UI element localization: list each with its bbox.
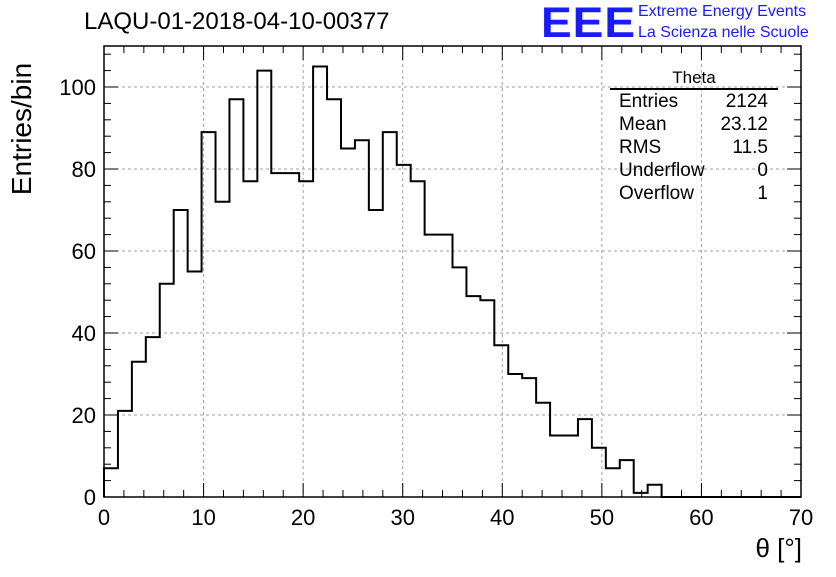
- histogram-bin: [243, 181, 257, 497]
- y-tick-label: 60: [72, 239, 96, 264]
- histogram-bin: [327, 99, 341, 497]
- logo-line-1: Extreme Energy Events: [638, 3, 807, 20]
- histogram-bin: [216, 202, 230, 497]
- x-tick-label: 10: [191, 505, 215, 530]
- x-tick-label: 40: [490, 505, 514, 530]
- histogram-bin: [508, 374, 522, 497]
- y-axis-label-text: Entries/bin: [6, 62, 37, 196]
- stats-value: 2124: [725, 91, 768, 112]
- histogram-bin: [313, 67, 327, 498]
- stats-box: Theta Entries 2124 Mean 23.12 RMS 11.5 U…: [610, 68, 778, 205]
- histogram-bin: [383, 132, 397, 497]
- stats-row-entries: Entries 2124: [610, 90, 778, 113]
- stats-row-underflow: Underflow 0: [610, 159, 778, 182]
- histogram-bin: [104, 468, 118, 497]
- stats-row-overflow: Overflow 1: [610, 182, 778, 205]
- histogram-bin: [174, 210, 188, 497]
- x-tick-label: 20: [291, 505, 315, 530]
- y-tick-label: 0: [84, 485, 96, 510]
- x-axis-label: θ [°]: [755, 533, 802, 563]
- histogram-bin: [397, 165, 411, 497]
- histogram-bin: [480, 300, 494, 497]
- stats-value: 1: [757, 183, 768, 204]
- histogram-bin: [229, 99, 243, 497]
- histogram-bin: [285, 173, 299, 497]
- plot-title: LAQU-01-2018-04-10-00377: [84, 8, 390, 35]
- histogram-bin: [118, 411, 132, 497]
- histogram-bin: [648, 485, 662, 497]
- stats-label: Entries: [619, 91, 679, 112]
- histogram-bin: [369, 210, 383, 497]
- histogram-bin: [257, 71, 271, 497]
- y-tick-label: 40: [72, 321, 96, 346]
- histogram-bin: [494, 345, 508, 497]
- histogram-bin: [592, 448, 606, 497]
- y-tick-label: 100: [59, 75, 96, 100]
- histogram-bin: [536, 403, 550, 497]
- stats-label: Underflow: [619, 160, 705, 181]
- histogram-bin: [453, 267, 467, 497]
- stats-label: Mean: [619, 114, 667, 135]
- x-tick-label: 0: [98, 505, 110, 530]
- stats-title: Theta: [610, 68, 778, 90]
- stats-value: 11.5: [732, 137, 768, 158]
- histogram-bin: [132, 362, 146, 497]
- stats-row-rms: RMS 11.5: [610, 136, 778, 159]
- stats-value: 23.12: [720, 114, 768, 135]
- histogram-bin: [188, 272, 202, 498]
- histogram-bin: [355, 140, 369, 497]
- stats-value: 0: [757, 160, 768, 181]
- x-tick-label: 60: [689, 505, 713, 530]
- histogram-bin: [550, 436, 564, 498]
- histogram-bin: [466, 296, 480, 497]
- histogram-bin: [425, 235, 439, 497]
- eee-logo: EEE: [541, 0, 637, 47]
- y-tick-label: 20: [72, 403, 96, 428]
- histogram-bin: [522, 378, 536, 497]
- histogram-bin: [439, 235, 453, 497]
- plot-frame: [103, 45, 802, 498]
- x-tick-label: 70: [789, 505, 813, 530]
- histogram-bin: [271, 173, 285, 497]
- histogram-bin: [606, 468, 620, 497]
- stats-row-mean: Mean 23.12: [610, 113, 778, 136]
- histogram-bin: [146, 337, 160, 497]
- histogram-bin: [202, 132, 216, 497]
- stats-label: RMS: [619, 137, 662, 158]
- histogram-bin: [564, 436, 578, 498]
- histogram-outline: [103, 65, 801, 498]
- histogram-bin: [411, 181, 425, 497]
- histogram-bin: [620, 460, 634, 497]
- x-tick-label: 50: [590, 505, 614, 530]
- x-tick-label: 30: [390, 505, 414, 530]
- histogram-bin: [160, 284, 174, 497]
- histogram-bin: [578, 419, 592, 497]
- logo-line-2: La Scienza nelle Scuole: [638, 24, 809, 41]
- histogram-bin: [299, 181, 313, 497]
- stats-label: Overflow: [619, 183, 694, 204]
- y-tick-label: 80: [72, 157, 96, 182]
- histogram-bin: [341, 149, 355, 498]
